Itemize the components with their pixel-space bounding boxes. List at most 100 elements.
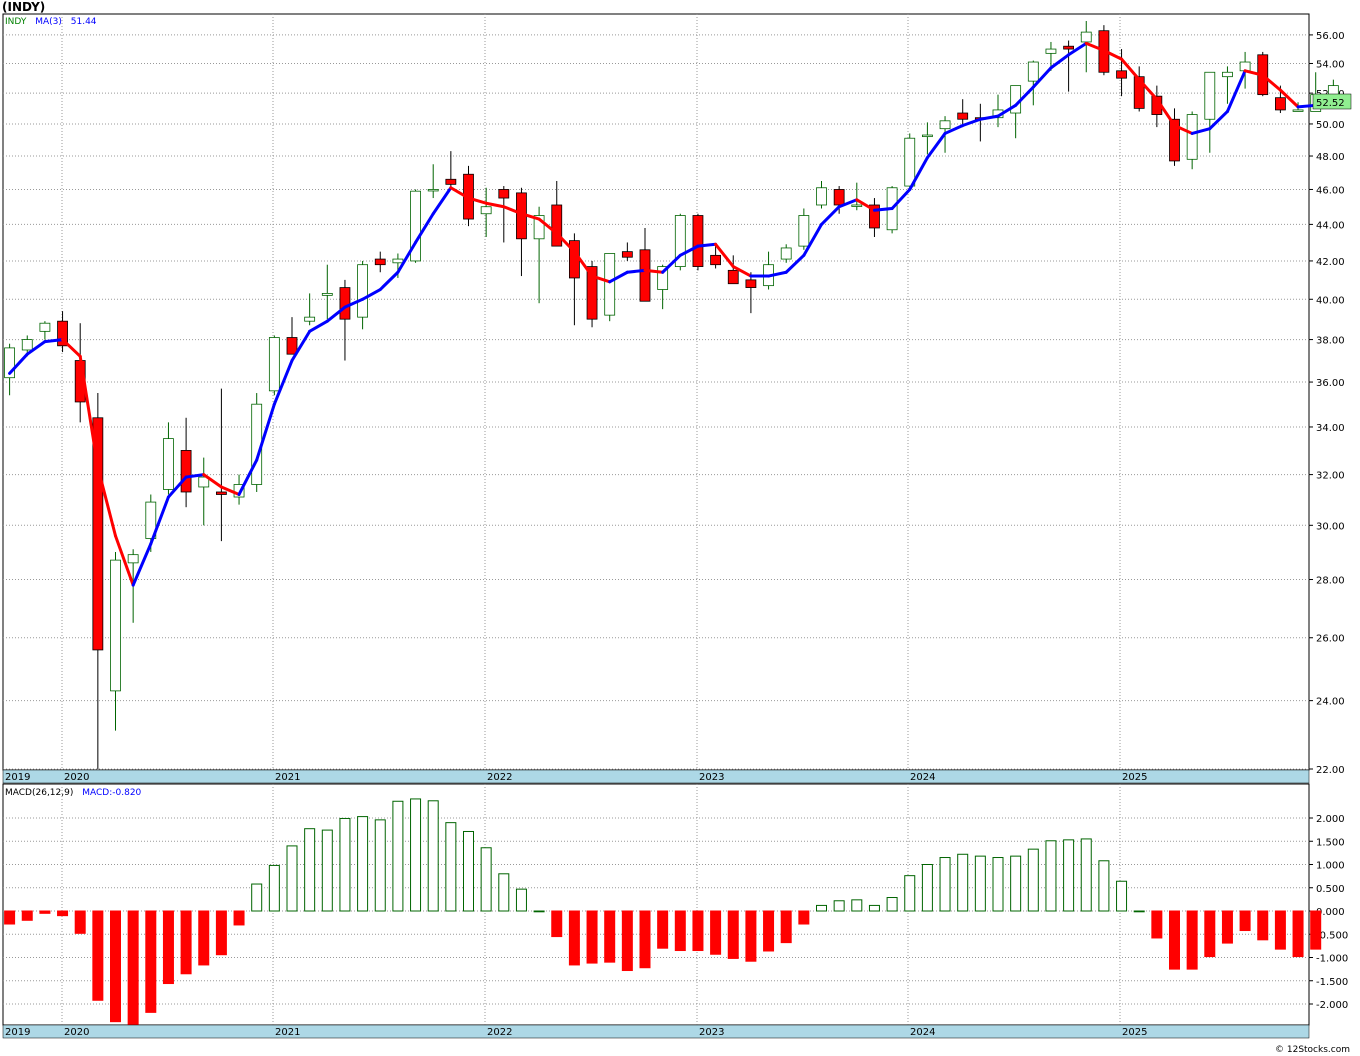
ma-segment (1084, 41, 1106, 52)
macd-bar-positive (321, 829, 333, 912)
macd-bar-positive (427, 800, 439, 912)
ma-segment (1261, 73, 1282, 92)
macd-panel: -2.000 -1.500 -1.000 -0.500 0.000 0.500 1.000 1… (2, 783, 1348, 1039)
ma-segment (1190, 127, 1212, 135)
macd-bar-positive (1098, 860, 1110, 912)
macd-bar-positive (868, 904, 880, 912)
macd-bar-positive (339, 817, 351, 912)
candle (1204, 71, 1216, 153)
macd-bar-positive (392, 800, 404, 912)
macd-bar-positive (1027, 848, 1039, 912)
candle-body-up (674, 215, 686, 267)
macd-bar-negative (162, 910, 174, 985)
ma-segment (537, 217, 559, 235)
candle-body-up (533, 215, 545, 240)
macd-ytick-label: 2.000 (1316, 814, 1345, 825)
ma-segment (343, 297, 365, 309)
candle (745, 272, 757, 314)
ma-segment (414, 212, 435, 244)
ma-segment (855, 198, 876, 212)
candle-body-down (621, 251, 633, 258)
last-price-marker: 52.52 (1312, 93, 1352, 110)
price-plot-area (2, 13, 1310, 771)
candle-body-up (163, 438, 174, 490)
ma-segment (325, 305, 347, 323)
candle (904, 133, 916, 188)
macd-bar-positive (921, 864, 933, 912)
macd-bar-negative (1274, 910, 1286, 950)
x-tick-label: 2024 (910, 1027, 935, 1038)
ma-segment (572, 250, 594, 278)
ma-segment (114, 534, 135, 587)
candle (674, 213, 686, 271)
price-ytick-label: 26.00 (1316, 634, 1345, 645)
macd-bar-positive (1080, 838, 1092, 912)
candle-body-down (215, 491, 227, 495)
x-tick-label: 2022 (487, 772, 512, 783)
macd-bar-negative (4, 910, 16, 925)
candle (1169, 108, 1180, 166)
candle (833, 186, 845, 214)
candle-body-up (268, 337, 280, 392)
candle-body-down (1169, 118, 1180, 162)
candle-body-down (727, 269, 739, 285)
ma-segment (1243, 69, 1265, 77)
ma-segment (925, 131, 947, 160)
macd-bar-negative (798, 910, 810, 925)
ma-segment (837, 198, 859, 209)
macd-legend-label: MACD(26,12,9) (5, 788, 73, 798)
candle (321, 264, 333, 320)
candle-body-up (798, 215, 810, 247)
candle (357, 260, 369, 330)
price-ytick-label: 38.00 (1316, 336, 1345, 347)
x-tick-label: 2019 (5, 772, 30, 783)
candle-body-down (692, 215, 704, 267)
ma-segment (519, 212, 541, 221)
price-ytick-label: 24.00 (1316, 697, 1345, 708)
macd-bar-negative (198, 910, 210, 966)
macd-x-axis-band: 2019 2020 2021 2022 2023 2024 2025 (2, 1024, 1310, 1039)
macd-ytick-label: 1.500 (1316, 837, 1345, 848)
x-tick-label: 2024 (910, 772, 935, 783)
ma-segment (378, 270, 400, 292)
candle-body-up (127, 554, 139, 564)
ma-segment (255, 402, 276, 462)
macd-bar-positive (286, 845, 298, 912)
candle-body-up (321, 293, 333, 296)
candle (39, 321, 51, 340)
ma-segment (625, 268, 647, 274)
candle-body-up (816, 187, 827, 206)
price-ytick-label: 40.00 (1316, 295, 1345, 306)
candle (922, 122, 933, 155)
candle-body-up (480, 206, 492, 215)
macd-bar-positive (410, 798, 422, 912)
legend-ma-value: 51.44 (71, 17, 97, 27)
macd-bar-positive (992, 857, 1004, 912)
macd-bar-negative (621, 910, 633, 972)
ma-segment (308, 319, 329, 333)
macd-bar-negative (604, 910, 616, 963)
macd-bar-positive (833, 900, 845, 912)
macd-plot-area (2, 783, 1310, 1026)
macd-bar-positive (957, 853, 969, 912)
candle (1133, 66, 1145, 112)
macd-bar-negative (710, 910, 722, 955)
ma-segment (820, 205, 841, 226)
candle-body-up (851, 204, 863, 207)
macd-bar-positive (445, 822, 457, 912)
x-tick-label: 2023 (699, 1027, 724, 1038)
candle-body-up (110, 559, 121, 692)
candle (586, 260, 598, 328)
candle-body-up (904, 137, 916, 187)
ma-segment (784, 253, 806, 274)
ma-segment (678, 244, 700, 257)
candle (710, 244, 721, 269)
ma-segment (1173, 124, 1194, 135)
ma-segment (1225, 69, 1247, 113)
ma-segment (272, 359, 294, 406)
candle (304, 293, 316, 326)
macd-bar-negative (74, 910, 86, 934)
candle-body-down (498, 189, 510, 199)
macd-ytick-label: -0.500 (1316, 930, 1348, 941)
x-tick-label: 2022 (487, 1027, 512, 1038)
